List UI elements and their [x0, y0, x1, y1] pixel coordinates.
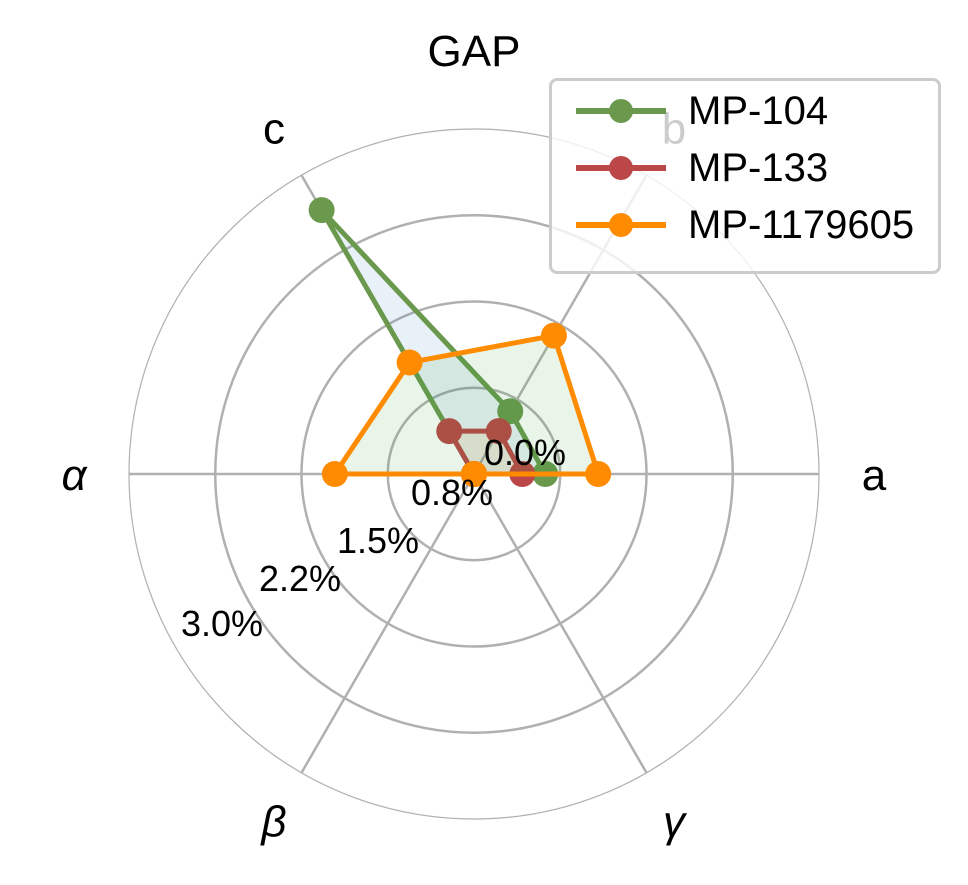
data-point	[396, 349, 423, 376]
series-line	[332, 333, 601, 477]
data-point	[461, 461, 487, 487]
legend-item: MP-133	[566, 148, 926, 188]
data-point	[497, 398, 524, 425]
data-point	[540, 322, 567, 349]
radial-tick-label: 0.0%	[484, 432, 566, 473]
legend-label: MP-1179605	[688, 203, 915, 247]
legend-marker-icon	[609, 213, 633, 237]
radial-tick-label: 0.8%	[411, 472, 493, 513]
legend-label: MP-104	[688, 89, 829, 133]
axis-label: α	[61, 451, 88, 500]
axis-label: c	[263, 105, 285, 154]
radial-tick-label: 3.0%	[181, 603, 263, 644]
data-point	[308, 197, 335, 224]
legend-label: MP-133	[688, 146, 829, 190]
axis-label: β	[259, 797, 286, 846]
chart-title: GAP	[428, 27, 521, 76]
data-point	[585, 461, 612, 487]
data-point	[436, 418, 463, 445]
legend-item: MP-1179605	[566, 205, 926, 245]
legend-marker-icon	[609, 99, 633, 123]
radial-tick-label: 1.5%	[337, 520, 419, 561]
legend-marker-icon	[609, 156, 633, 180]
series-fill	[334, 335, 599, 474]
axis-label: a	[862, 451, 887, 500]
axis-spoke	[472, 473, 648, 774]
data-point	[485, 418, 512, 445]
legend-item: MP-104	[566, 91, 926, 131]
series-fill	[321, 210, 546, 475]
data-point	[321, 461, 348, 487]
radial-tick-label: 2.2%	[259, 558, 341, 599]
axis-spoke	[300, 473, 476, 774]
legend: MP-104 MP-133 MP-1179605	[549, 78, 941, 274]
axis-label: γ	[663, 797, 688, 846]
